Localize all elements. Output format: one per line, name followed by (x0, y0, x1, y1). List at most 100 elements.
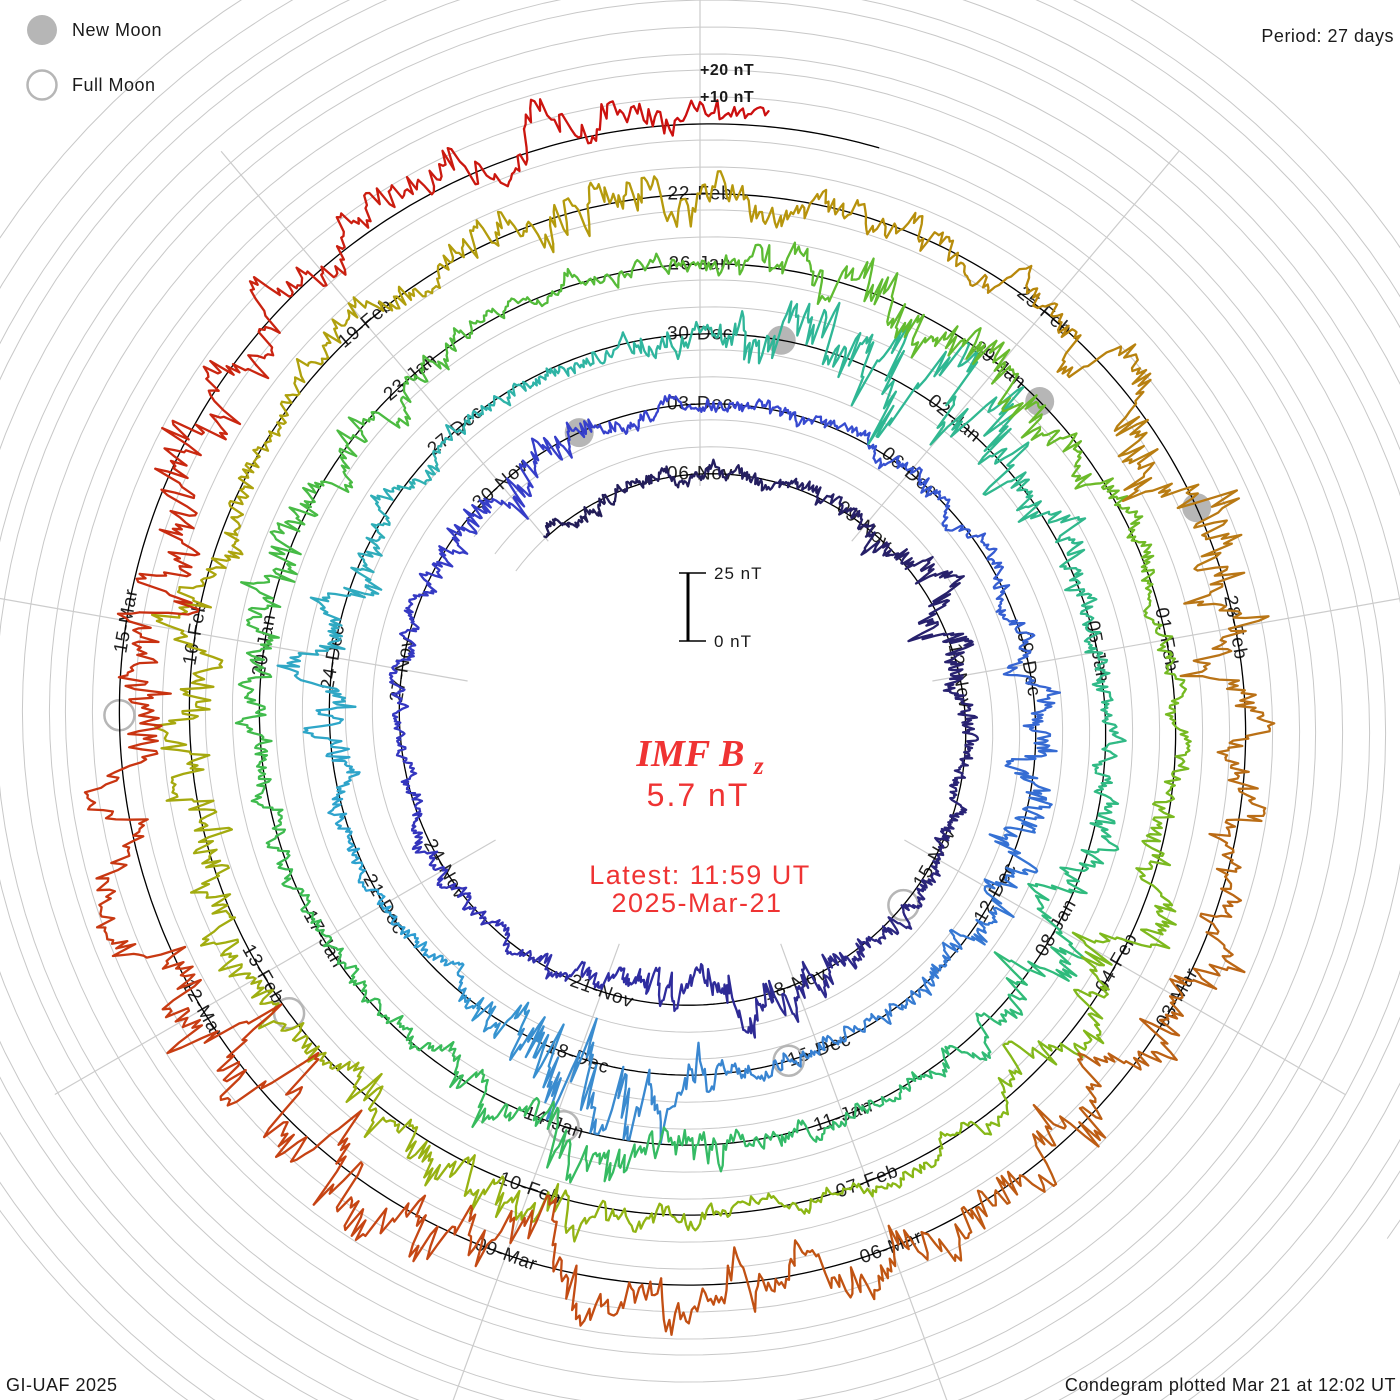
bz-trace-segment (722, 974, 762, 1039)
ring-axis-label-10: +10 nT (700, 89, 754, 106)
bz-trace-segment (873, 1224, 929, 1301)
bz-trace-segment (942, 667, 965, 700)
bz-trace-segment (867, 340, 980, 445)
bz-trace-segment (726, 1246, 796, 1313)
bz-trace-segment (509, 1016, 565, 1089)
bz-trace-segment (332, 946, 368, 993)
bz-trace-segment (758, 979, 800, 1023)
bz-trace-segment (448, 1041, 489, 1090)
bz-trace-segment (914, 570, 965, 608)
bz-trace-segment (335, 187, 396, 250)
bz-trace-segment (423, 1154, 495, 1215)
bz-trace-segment (821, 951, 858, 989)
bz-trace-segment (95, 897, 187, 959)
bz-trace-segment (988, 816, 1038, 860)
bz-trace-segment (276, 852, 311, 903)
bz-trace-segment (850, 507, 876, 544)
ring-axis-label-20: +20 nT (700, 62, 754, 79)
bz-trace-segment (1005, 618, 1036, 657)
bz-trace-segment (450, 127, 529, 188)
bz-trace-segment (398, 1024, 455, 1052)
bz-trace-segment (728, 1128, 783, 1150)
bz-trace-segment (395, 368, 429, 427)
bz-trace-segment (1113, 372, 1159, 465)
bz-trace-segment (1152, 749, 1191, 806)
bz-trace-segment (781, 241, 831, 306)
grid-spoke-200 (452, 943, 620, 1400)
bz-trace-segment (276, 654, 357, 708)
new-moon-label: New Moon (72, 20, 162, 40)
bz-trace-segment (918, 231, 971, 283)
bz-trace-segment (375, 285, 441, 312)
bz-trace-segment (546, 1182, 610, 1243)
center-panel: IMF B z 5.7 nT Latest: 11:59 UT 2025-Mar… (589, 733, 809, 918)
bz-trace-segment (440, 882, 477, 911)
center-title-sub: z (753, 753, 764, 780)
bz-trace-segment (809, 1025, 848, 1058)
bz-trace-segment (737, 464, 767, 492)
bz-trace-segment (603, 175, 673, 223)
bz-trace-segment (1073, 955, 1110, 1036)
bz-trace-segment (844, 1171, 905, 1198)
bz-trace-segment (309, 578, 383, 614)
bz-trace-segment (982, 471, 1042, 523)
bz-trace-segment (607, 1202, 672, 1233)
bz-trace-segment (200, 938, 263, 990)
bz-trace-segment (1002, 654, 1061, 694)
bz-trace-segment (189, 866, 237, 947)
bz-trace-segment (165, 750, 216, 812)
bz-trace-segment (934, 823, 955, 859)
bz-trace-segment (391, 464, 441, 491)
bz-trace-segment (548, 181, 606, 246)
grid-spoke-40 (851, 150, 1180, 542)
bz-trace-segment (1208, 821, 1242, 891)
bz-trace-segment (677, 1128, 731, 1173)
bz-trace-segment (683, 1041, 729, 1094)
bz-trace-segment (302, 705, 357, 751)
credit-label: GI-UAF 2025 (6, 1375, 118, 1395)
bz-trace-segment (616, 474, 648, 494)
bz-trace-segment (532, 1096, 572, 1169)
bz-trace-segment (240, 581, 282, 646)
bz-trace-segment (811, 301, 869, 379)
bz-trace-segment (467, 1194, 549, 1268)
bz-trace-segment (690, 962, 726, 997)
bz-trace-segment (878, 913, 913, 940)
bz-trace-segment (370, 487, 395, 539)
bz-trace-segment (565, 1144, 626, 1184)
bz-trace-segment (624, 966, 661, 995)
grid-spoke-240 (54, 839, 496, 1096)
bz-trace-segment (1031, 1029, 1105, 1066)
period-label: Period: 27 days (1261, 26, 1394, 46)
bz-trace-segment (492, 1175, 550, 1223)
bz-trace-segment (902, 1131, 952, 1179)
bz-trace-segment (1071, 928, 1171, 967)
bz-trace-segment (1199, 887, 1246, 974)
scale-bar-bottom-label: 0 nT (714, 632, 752, 651)
center-title: IMF B z (635, 733, 764, 780)
bz-trace-segment (942, 632, 975, 670)
bz-trace-segment (192, 808, 234, 870)
bz-trace-segment (475, 210, 555, 254)
bz-trace-segment (431, 536, 469, 574)
grid-spoke-280 (0, 597, 468, 682)
center-value: 5.7 nT (647, 777, 750, 813)
bz-trace-segment (949, 761, 969, 794)
bz-trace-segment (247, 275, 282, 367)
bz-trace-segment (724, 243, 784, 276)
bz-trace-segment (993, 951, 1028, 1023)
bz-trace-segment (863, 202, 924, 243)
bz-trace-segment (669, 254, 728, 277)
bz-trace-segment (202, 359, 270, 426)
bz-trace-segment (496, 376, 542, 407)
bz-trace-segment (895, 548, 935, 579)
bz-trace-segment (884, 989, 922, 1025)
bz-trace-segment (569, 505, 600, 529)
bz-trace-segment (710, 401, 752, 413)
full-moon-marker-2025-Feb-12 (272, 997, 306, 1030)
bz-trace-segment (387, 146, 456, 200)
bz-trace-segment (116, 611, 160, 684)
bz-trace-segment (470, 906, 507, 930)
